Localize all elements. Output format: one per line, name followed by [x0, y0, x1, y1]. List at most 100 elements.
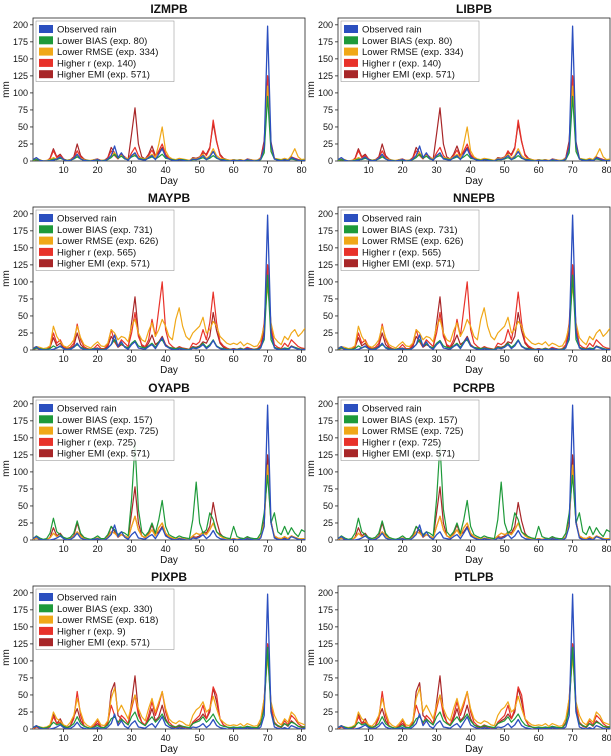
x-tick-label: 10: [364, 544, 374, 554]
x-axis-label: Day: [160, 176, 178, 187]
x-axis-label: Day: [465, 744, 483, 755]
y-tick-label: 0: [328, 535, 333, 545]
legend-swatch: [39, 47, 53, 56]
series-group: [338, 593, 610, 729]
series-group: [33, 593, 305, 729]
y-axis-label: mm: [306, 460, 317, 477]
legend-label: Observed rain: [362, 404, 422, 415]
legend-label: Higher EMI (exp. 571): [362, 259, 455, 270]
panel-oyapb: OYAPB 0 25 50 75 100 125 150 175 200 10 20 30 40 50 60 7…: [1, 381, 307, 566]
x-tick-label: 70: [568, 733, 578, 743]
x-tick-label: 70: [263, 165, 273, 175]
legend-box: [340, 20, 480, 82]
x-tick-label: 20: [398, 544, 408, 554]
y-tick-label: 50: [323, 311, 333, 321]
plot-frame: [32, 17, 306, 162]
x-tick-label: 40: [161, 544, 171, 554]
legend-swatch: [39, 259, 53, 268]
x-tick-label: 30: [432, 354, 442, 364]
series-line-model-3: [338, 643, 610, 729]
panel-title: MAYPB: [148, 191, 191, 205]
x-tick-label: 80: [297, 544, 307, 554]
y-tick-label: 200: [318, 399, 333, 409]
x-tick-label: 70: [568, 354, 578, 364]
y-tick-label: 125: [13, 450, 28, 460]
y-axis-label: mm: [1, 270, 12, 287]
legend-swatch: [39, 638, 53, 647]
x-tick-label: 50: [195, 354, 205, 364]
legend-swatch: [344, 449, 358, 458]
legend-swatch: [39, 449, 53, 458]
legend-label: Lower RMSE (exp. 626): [362, 236, 463, 247]
y-tick-label: 50: [18, 122, 28, 132]
legend-label: Lower BIAS (exp. 80): [57, 36, 147, 47]
x-tick-label: 40: [161, 354, 171, 364]
panel-title: LIBPB: [456, 2, 492, 16]
legend-swatch: [344, 225, 358, 234]
x-tick-label: 30: [127, 354, 137, 364]
y-tick-label: 100: [13, 88, 28, 98]
x-tick-label: 10: [364, 733, 374, 743]
x-tick-label: 20: [93, 165, 103, 175]
legend-swatch: [39, 593, 53, 601]
panel-ptlpb: PTLPB 0 25 50 75 100 125 150 175 200 10 20 30 40 50 60 7…: [306, 570, 611, 755]
x-tick-label: 60: [534, 354, 544, 364]
x-tick-label: 30: [127, 165, 137, 175]
y-tick-label: 25: [323, 707, 333, 717]
panel-title: PTLPB: [454, 570, 494, 584]
y-tick-label: 150: [13, 433, 28, 443]
x-tick-label: 40: [466, 544, 476, 554]
series-line-observed: [338, 214, 610, 350]
y-tick-label: 50: [323, 690, 333, 700]
x-tick-label: 20: [398, 354, 408, 364]
x-tick-label: 50: [500, 165, 510, 175]
x-axis-label: Day: [160, 744, 178, 755]
legend-label: Observed rain: [57, 404, 117, 415]
y-tick-label: 150: [318, 433, 333, 443]
x-tick-label: 60: [229, 733, 239, 743]
legend-label: Higher EMI (exp. 571): [362, 70, 455, 81]
x-tick-label: 20: [93, 733, 103, 743]
y-tick-label: 50: [323, 501, 333, 511]
legend-label: Lower BIAS (exp. 330): [57, 604, 153, 615]
series-group: [338, 214, 610, 350]
y-tick-label: 100: [13, 467, 28, 477]
legend-swatch: [39, 604, 53, 613]
legend-label: Observed rain: [362, 214, 422, 225]
legend-label: Lower BIAS (exp. 731): [57, 225, 153, 236]
series-line-model-2: [33, 284, 305, 350]
series-group: [33, 214, 305, 350]
y-tick-label: 75: [323, 294, 333, 304]
series-line-observed: [338, 404, 610, 540]
y-tick-label: 0: [23, 156, 28, 166]
legend-swatch: [344, 25, 358, 33]
legend-swatch: [344, 70, 358, 79]
legend-swatch: [39, 615, 53, 624]
y-tick-label: 75: [323, 673, 333, 683]
legend-swatch: [39, 626, 53, 635]
legend-label: Higher EMI (exp. 571): [57, 449, 150, 460]
panel-nnepb: NNEPB 0 25 50 75 100 125 150 175 200 10 20 30 40 50 60 7…: [306, 191, 611, 376]
legend-swatch: [39, 70, 53, 79]
series-line-observed: [33, 214, 305, 350]
legend-swatch: [39, 225, 53, 234]
series-line-model-3: [33, 643, 305, 729]
y-tick-label: 25: [323, 328, 333, 338]
legend-label: Lower RMSE (exp. 334): [57, 47, 158, 58]
y-tick-label: 125: [318, 71, 333, 81]
x-tick-label: 60: [534, 733, 544, 743]
series-line-observed: [338, 593, 610, 729]
x-tick-label: 10: [59, 544, 69, 554]
legend-label: Observed rain: [57, 25, 117, 36]
x-tick-label: 80: [297, 165, 307, 175]
y-tick-label: 25: [18, 518, 28, 528]
y-tick-label: 75: [323, 484, 333, 494]
y-tick-label: 75: [18, 484, 28, 494]
x-tick-label: 20: [93, 544, 103, 554]
y-tick-label: 200: [13, 588, 28, 598]
legend-swatch: [344, 58, 358, 67]
x-tick-label: 80: [297, 354, 307, 364]
plot-frame: [337, 585, 611, 730]
